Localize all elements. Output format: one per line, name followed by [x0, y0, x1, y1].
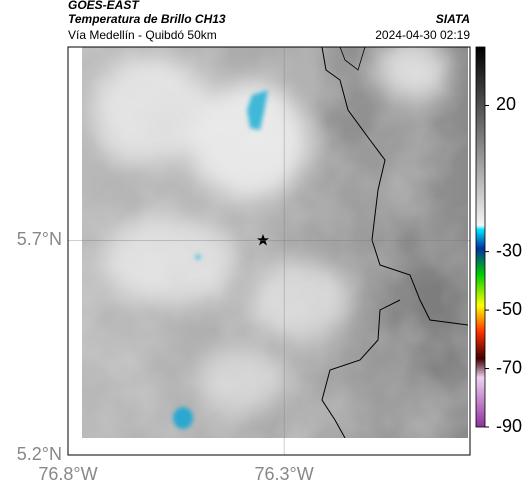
x-tick-label: 76.3°W [255, 464, 314, 484]
location-marker [257, 234, 269, 246]
title: Temperatura de Brillo CH13 [68, 12, 226, 26]
datetime: 2024-04-30 02:19 [375, 28, 470, 42]
colorbar-tick-label: -70 [496, 357, 522, 377]
colorbar [475, 46, 486, 428]
map-frame [67, 46, 471, 456]
colorbar-tick-label: -30 [496, 240, 522, 260]
x-tick-label: 76.8°W [38, 464, 97, 484]
colorbar-tick-label: -90 [496, 416, 522, 436]
colorbar-tick-label: -50 [496, 299, 522, 319]
org: SIATA [436, 12, 470, 26]
source: GOES-EAST [68, 0, 140, 12]
colorbar-tick-label: 20 [496, 94, 516, 114]
y-tick-label: 5.2°N [17, 444, 62, 464]
header: GOES-EAST Temperatura de Brillo CH13 Vía… [68, 0, 470, 42]
colorbar-ticks: 20 -30 -50 -70 -90 [485, 94, 522, 436]
subtitle: Vía Medellín - Quibdó 50km [68, 28, 217, 42]
y-tick-label: 5.7°N [17, 229, 62, 249]
satellite-image [82, 47, 468, 438]
